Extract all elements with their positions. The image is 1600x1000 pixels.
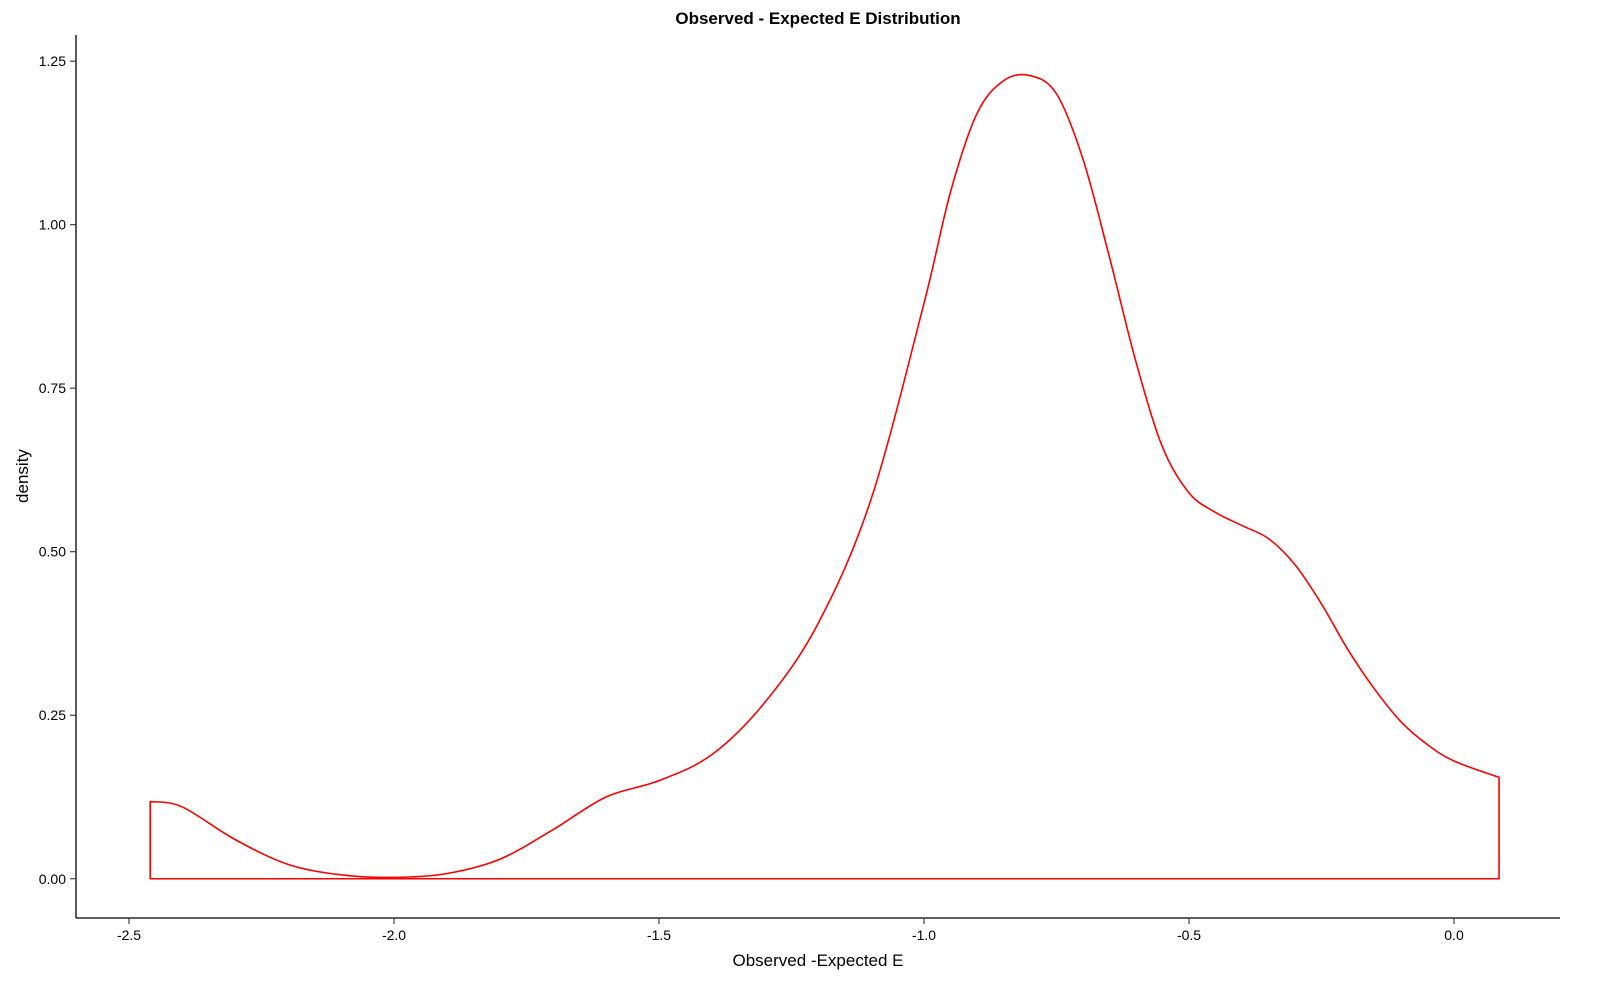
y-tick-label: 0.75 (39, 380, 66, 396)
y-tick-label: 0.25 (39, 707, 66, 723)
x-tick-label: -2.0 (382, 927, 406, 943)
y-tick-label: 0.50 (39, 544, 66, 560)
y-axis-title: density (13, 449, 32, 503)
y-tick-label: 1.00 (39, 217, 66, 233)
y-tick-label: 1.25 (39, 53, 66, 69)
x-tick-label: -2.5 (117, 927, 141, 943)
y-tick-label: 0.00 (39, 871, 66, 887)
density-curve (149, 73, 1500, 880)
density-series (149, 73, 1500, 880)
x-tick-label: 0.0 (1444, 927, 1464, 943)
ticks: -2.5 -2.0 -1.5 -1.0 -0.5 0.0 0.00 0.25 0.50 0.75 1… (39, 53, 1464, 943)
x-axis-title: Observed -Expected E (732, 951, 903, 970)
x-tick-label: -0.5 (1177, 927, 1201, 943)
x-tick-label: -1.5 (647, 927, 671, 943)
chart-title: Observed - Expected E Distribution (675, 9, 960, 28)
x-tick-label: -1.0 (912, 927, 936, 943)
axes (75, 35, 1560, 919)
